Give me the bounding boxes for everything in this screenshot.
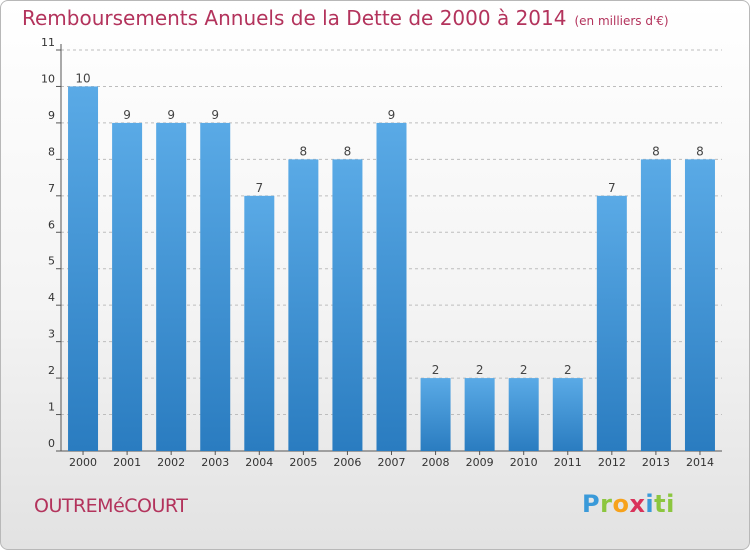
bar-2011 [552,378,583,451]
logo-letter: P [582,490,601,518]
y-tick-label: 6 [48,218,55,231]
data-label: 2 [476,363,484,377]
bar-2001 [112,122,143,451]
data-label: 8 [344,144,352,158]
axes: 0 1 2 3 4 5 6 7 8 9 10 11 2000 2001 2002 2003 2004 2005 20… [41,36,722,469]
y-tick-label: 1 [48,401,55,414]
bar-2005 [288,159,319,451]
bar-2006 [332,159,363,451]
x-tick-label: 2007 [378,456,406,469]
bar-2003 [200,122,231,451]
x-tick-label: 2009 [466,456,494,469]
data-label: 8 [652,144,660,158]
data-label: 9 [211,108,219,122]
data-label: 7 [255,181,263,195]
y-tick-label: 0 [48,437,55,450]
data-label: 9 [388,108,396,122]
logo-letter: i [645,490,655,518]
data-label: 8 [300,144,308,158]
y-tick-label: 3 [48,328,55,341]
y-tick-label: 10 [41,72,55,85]
x-tick-label: 2012 [598,456,626,469]
logo-letter: ti [654,490,675,518]
bar-2009 [464,378,495,451]
data-label: 7 [608,181,616,195]
data-label: 2 [564,363,572,377]
x-tick-label: 2006 [333,456,361,469]
data-label: 9 [167,108,175,122]
x-tick-label: 2005 [289,456,317,469]
bar-2008 [420,378,451,451]
x-tick-label: 2001 [113,456,141,469]
y-tick-label: 4 [48,291,55,304]
logo-letter: x [629,490,646,518]
bar-2004 [244,195,275,451]
y-tick-label: 8 [48,145,55,158]
x-tick-label: 2008 [422,456,450,469]
bars [68,86,715,452]
x-tick-label: 2010 [510,456,538,469]
logo-letter: o [612,490,630,518]
data-labels: 10 9 9 9 7 8 8 9 2 2 2 2 7 8 8 [75,71,703,377]
data-label: 2 [520,363,528,377]
bar-2014 [684,159,715,451]
proxiti-logo[interactable]: Proxiti [582,490,675,518]
x-tick-label: 2004 [245,456,273,469]
chart-title: Remboursements Annuels de la Dette de 20… [22,6,669,30]
bar-2000 [68,86,99,452]
bar-2002 [156,122,187,451]
y-tick-label: 2 [48,364,55,377]
bar-2010 [508,378,539,451]
chart-unit: (en milliers d'€) [574,14,669,28]
bar-2013 [640,159,671,451]
x-tick-label: 2000 [69,456,97,469]
data-label: 10 [75,71,90,85]
logo-letter: r [600,490,613,518]
x-tick-label: 2003 [201,456,229,469]
bar-2007 [376,122,407,451]
x-tick-label: 2013 [642,456,670,469]
y-tick-label: 7 [48,182,55,195]
chart-title-text: Remboursements Annuels de la Dette de 20… [22,6,567,30]
y-tick-label: 9 [48,109,55,122]
data-label: 9 [123,108,131,122]
x-tick-label: 2014 [686,456,714,469]
data-label: 8 [696,144,704,158]
y-tick-label: 5 [48,255,55,268]
x-tick-label: 2011 [554,456,582,469]
commune-name: OUTREMéCOURT [34,495,188,517]
data-label: 2 [432,363,440,377]
x-tick-label: 2002 [157,456,185,469]
bar-2012 [596,195,627,451]
y-tick-label: 11 [41,36,55,49]
